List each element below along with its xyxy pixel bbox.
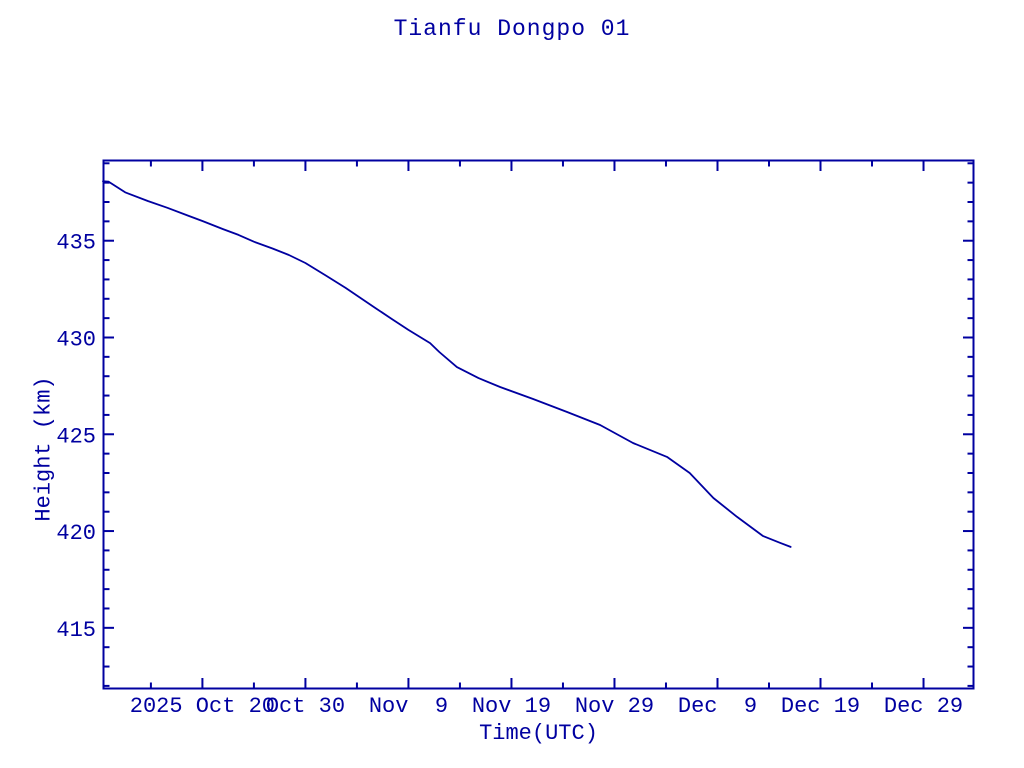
- x-tick-label: Nov 19: [472, 694, 551, 719]
- y-tick-label: 430: [56, 327, 96, 352]
- x-tick-label: Dec 19: [781, 694, 860, 719]
- chart-title: Tianfu Dongpo 01: [393, 16, 631, 42]
- x-axis-label: Time(UTC): [479, 721, 598, 746]
- y-tick-label: 435: [56, 231, 96, 256]
- x-tick-label: Nov 29: [575, 694, 654, 719]
- x-tick-label: Dec 29: [884, 694, 963, 719]
- y-tick-label: 420: [56, 521, 96, 546]
- y-axis-label-text: Height (km): [31, 376, 57, 522]
- x-tick-label: Oct 30: [266, 694, 345, 719]
- x-tick-label: Dec 9: [678, 694, 757, 719]
- plot-frame: [102, 159, 975, 690]
- x-tick-label: Nov 9: [369, 694, 448, 719]
- x-tick-label: 2025 Oct 20: [130, 694, 275, 719]
- height-curve: [102, 180, 792, 548]
- y-tick-label: 415: [56, 618, 96, 643]
- y-tick-label: 425: [56, 424, 96, 449]
